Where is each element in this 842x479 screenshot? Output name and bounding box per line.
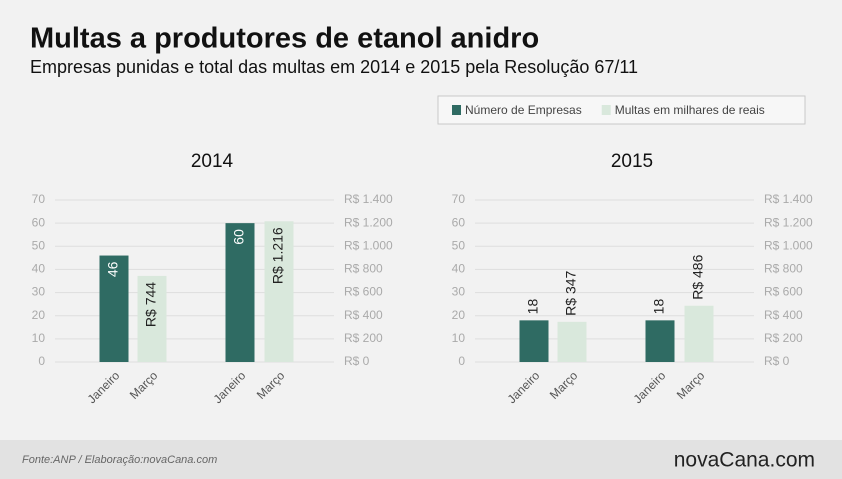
value-label: R$ 486 [690, 254, 706, 299]
y-tick-label: 60 [452, 215, 466, 229]
legend-label: Número de Empresas [465, 103, 582, 117]
y2-tick-label: R$ 200 [344, 331, 383, 345]
legend-box [437, 95, 806, 125]
y2-tick-label: R$ 1.200 [764, 215, 813, 229]
y2-tick-label: R$ 1.400 [764, 192, 813, 206]
y-tick-label: 20 [32, 308, 46, 322]
bar [137, 275, 167, 362]
y2-tick-label: R$ 1.400 [344, 192, 393, 206]
logo: novaCana.com [674, 449, 815, 472]
y2-tick-label: R$ 400 [344, 308, 383, 322]
y-tick-label: 10 [32, 331, 46, 345]
y-tick-label: 40 [452, 262, 466, 276]
legend-swatch [601, 105, 611, 115]
y2-tick-label: R$ 0 [764, 354, 790, 368]
bar [557, 321, 587, 362]
y2-tick-label: R$ 1.000 [344, 238, 393, 252]
subtitle: Empresas punidas e total das multas em 2… [30, 57, 638, 77]
value-label: R$ 744 [143, 282, 159, 327]
legend-swatch [452, 105, 461, 115]
y-tick-label: 30 [452, 285, 466, 299]
y-tick-label: 50 [452, 238, 466, 252]
y-tick-label: 70 [32, 192, 46, 206]
y2-tick-label: R$ 1.200 [344, 215, 393, 229]
value-label: 18 [525, 299, 541, 315]
footer-bar [0, 440, 842, 479]
y2-tick-label: R$ 400 [764, 308, 803, 322]
y2-tick-label: R$ 1.000 [764, 238, 813, 252]
y2-tick-label: R$ 800 [344, 262, 383, 276]
bar [645, 320, 675, 362]
value-label: 18 [651, 299, 667, 315]
bar [225, 223, 255, 362]
y-tick-label: 60 [32, 215, 46, 229]
value-label: R$ 1.216 [270, 227, 286, 284]
legend-label: Multas em milhares de reais [615, 103, 765, 117]
y-tick-label: 10 [452, 331, 466, 345]
y-tick-label: 30 [32, 285, 46, 299]
y-tick-label: 50 [32, 238, 46, 252]
panel-title: 2014 [191, 151, 234, 172]
value-label: 60 [231, 229, 247, 245]
bar [519, 320, 549, 362]
bar [264, 221, 294, 362]
title: Multas a produtores de etanol anidro [30, 23, 539, 55]
bar [684, 305, 714, 362]
y-tick-label: 40 [32, 262, 46, 276]
panel-title: 2015 [611, 151, 653, 172]
y2-tick-label: R$ 600 [344, 285, 383, 299]
value-label: R$ 347 [563, 270, 579, 315]
y2-tick-label: R$ 800 [764, 262, 803, 276]
value-label: 46 [105, 261, 121, 277]
y2-tick-label: R$ 0 [344, 354, 370, 368]
bar [99, 255, 129, 362]
y2-tick-label: R$ 600 [764, 285, 803, 299]
y2-tick-label: R$ 200 [764, 331, 803, 345]
y-tick-label: 0 [458, 354, 465, 368]
y-tick-label: 70 [452, 192, 466, 206]
y-tick-label: 0 [38, 354, 45, 368]
y-tick-label: 20 [452, 308, 466, 322]
source: Fonte:ANP / Elaboração:novaCana.com [22, 454, 217, 466]
